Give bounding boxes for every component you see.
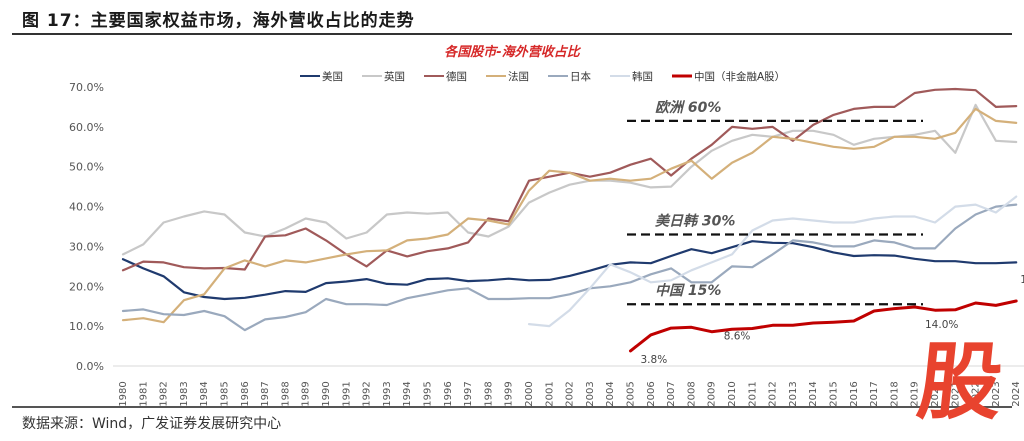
data-label: 8.6% (724, 331, 751, 343)
x-tick-label: 2010 (727, 381, 738, 406)
x-tick-label: 2012 (768, 381, 779, 406)
x-tick-label: 2009 (707, 381, 718, 406)
reference-label: 欧洲 60% (655, 99, 721, 116)
x-tick-label: 2007 (666, 381, 677, 406)
x-tick-label: 2022 (971, 381, 982, 406)
x-tick-label: 2015 (829, 381, 840, 406)
x-tick-label: 2020 (930, 381, 941, 406)
y-tick-label: 0.0% (76, 360, 104, 373)
x-tick-label: 2021 (950, 381, 961, 406)
series-line (629, 299, 1018, 353)
x-tick-label: 2023 (991, 381, 1002, 406)
x-tick-label: 2024 (1011, 381, 1022, 406)
x-tick-label: 2006 (646, 381, 657, 406)
series-line (121, 87, 1018, 272)
x-tick-label: 2004 (605, 381, 616, 406)
legend-label: 韩国 (632, 70, 653, 83)
x-tick-label: 1999 (504, 381, 515, 406)
y-axis: 0.0% 10.0% 20.0% 30.0% 40.0% 50.0% 60.0% 70.0% (69, 81, 104, 373)
data-label: 16.3% (1020, 274, 1024, 286)
y-tick-label: 70.0% (69, 81, 104, 94)
x-tick-label: 1985 (220, 381, 231, 406)
x-tick-label: 2000 (524, 381, 535, 406)
x-tick-label: 1982 (159, 381, 170, 406)
figure-title: 图 17：主要国家权益市场，海外营收占比的走势 (22, 11, 415, 31)
y-tick-label: 40.0% (69, 201, 104, 214)
data-label: 14.0% (925, 319, 958, 331)
x-tick-label: 1989 (301, 381, 312, 406)
legend-label: 德国 (446, 70, 467, 83)
y-tick-label: 10.0% (69, 320, 104, 333)
x-tick-label: 1988 (280, 381, 291, 406)
x-tick-label: 2008 (686, 381, 697, 406)
x-tick-label: 1997 (463, 381, 474, 406)
line-chart: 各国股市-海外营收占比 美国 英国 德国 法国 日本 韩国 中国（非金融A股） 0.0% 10… (69, 44, 1024, 406)
x-tick-label: 1996 (443, 381, 454, 406)
x-tick-label: 2016 (849, 381, 860, 406)
x-tick-label: 2005 (626, 381, 637, 406)
x-tick-label: 1991 (341, 381, 352, 406)
bottom-rule (12, 406, 1012, 408)
data-label: 3.8% (641, 354, 668, 366)
x-tick-label: 1993 (382, 381, 393, 406)
legend: 美国 英国 德国 法国 日本 韩国 中国（非金融A股） (300, 70, 785, 83)
legend-label: 美国 (322, 70, 343, 83)
x-tick-label: 1984 (199, 381, 210, 406)
x-tick-label: 1995 (423, 381, 434, 406)
y-tick-label: 20.0% (69, 280, 104, 293)
x-tick-label: 1990 (321, 381, 332, 406)
legend-label: 日本 (570, 70, 591, 83)
x-tick-label: 1992 (362, 381, 373, 406)
x-tick-label: 1980 (118, 381, 129, 406)
chart-title: 各国股市-海外营收占比 (444, 44, 581, 60)
y-tick-label: 50.0% (69, 161, 104, 174)
legend-label: 法国 (508, 70, 529, 83)
x-tick-label: 1986 (240, 381, 251, 406)
x-tick-label: 1994 (402, 381, 413, 406)
watermark-logo: 股 (912, 333, 1008, 431)
x-tick-label: 2018 (889, 381, 900, 406)
legend-label: 中国（非金融A股） (694, 70, 785, 83)
x-tick-label: 2002 (565, 381, 576, 406)
x-tick-label: 2017 (869, 381, 880, 406)
x-tick-label: 2011 (747, 381, 758, 406)
x-tick-label: 2014 (808, 381, 819, 406)
top-rule (12, 33, 1012, 35)
series-line (121, 240, 1018, 301)
reference-lines: 欧洲 60% 美日韩 30% 中国 15% (627, 99, 923, 306)
x-tick-label: 2013 (788, 381, 799, 406)
series-line (121, 103, 1018, 256)
legend-label: 英国 (384, 70, 405, 83)
y-tick-label: 60.0% (69, 121, 104, 134)
x-tick-label: 1981 (138, 381, 149, 406)
x-tick-label: 2019 (910, 381, 921, 406)
x-tick-label: 1987 (260, 381, 271, 406)
x-tick-label: 2001 (544, 381, 555, 406)
x-tick-label: 2003 (585, 381, 596, 406)
reference-label: 美日韩 30% (655, 212, 735, 229)
x-tick-label: 1998 (483, 381, 494, 406)
reference-label: 中国 15% (655, 282, 721, 299)
x-axis: 1980 1981 1982 1983 1984 1985 1986 1987 1988 1989… (113, 365, 1024, 406)
series-line (121, 203, 1018, 332)
x-tick-label: 1983 (179, 381, 190, 406)
series-lines (121, 87, 1018, 353)
series-line (121, 107, 1018, 324)
annotations: 3.8% 8.6% 14.0% 16.3% (641, 274, 1024, 366)
y-tick-label: 30.0% (69, 240, 104, 253)
series-line (527, 195, 1018, 328)
source-note: 数据来源：Wind，广发证券发展研究中心 (22, 416, 282, 432)
